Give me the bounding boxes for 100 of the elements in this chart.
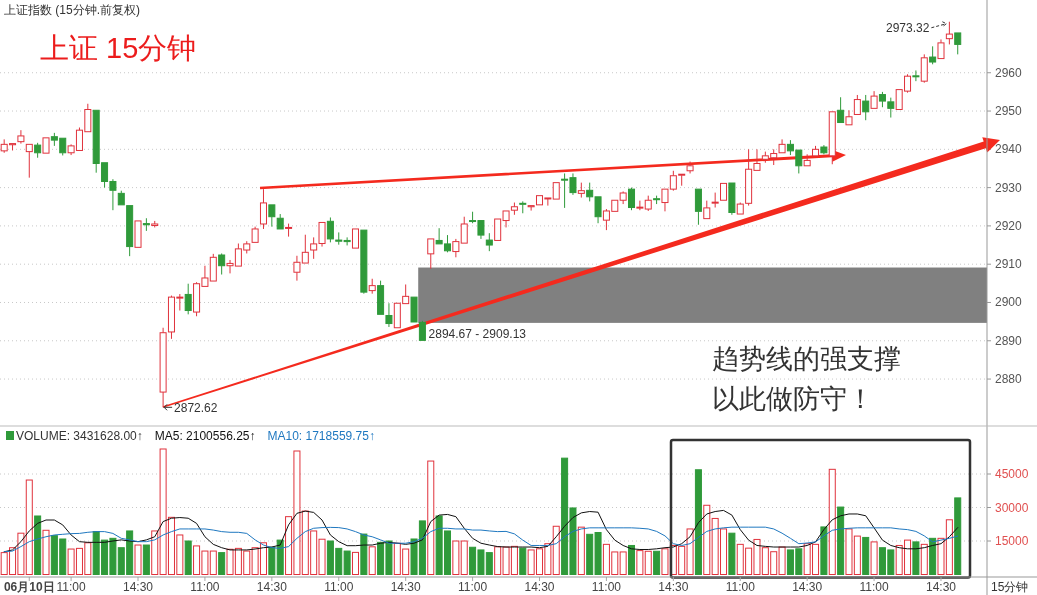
candlestick [720,182,728,201]
candlestick [42,137,50,154]
y-tick-label: 15000 [995,534,1029,548]
annotation: 趋势线的强支撑 [712,344,901,374]
x-tick-label: 14:30 [524,580,555,594]
y-tick-label: 2930 [995,180,1023,195]
bar [628,544,636,575]
candlestick [17,129,25,145]
candlestick [485,232,493,252]
candlestick [812,145,820,157]
candlestick [351,228,359,249]
legend-label: VOLUME: 3431628.00↑ [16,429,143,443]
x-tick-label: 14:30 [390,580,422,594]
bar [920,543,928,575]
bar [218,552,226,575]
x-tick-label: 11:00 [725,580,756,594]
candlestick [862,94,870,121]
candlestick [25,143,33,179]
candlestick [912,69,920,82]
bar [360,533,368,575]
y-tick-label: 2920 [995,218,1023,233]
text: 上证 15分钟 [40,32,197,64]
candlestick [937,38,945,60]
annotation: 2872.62 [174,401,218,416]
y-tick-label: 2910 [995,257,1023,272]
bar [837,506,845,575]
bar [42,529,50,575]
candlestick [711,192,719,209]
candlestick [728,182,736,216]
candlestick [134,220,142,248]
y-tick-label: 2950 [995,104,1023,119]
bar [728,532,736,575]
y-tick-label: 2890 [995,333,1023,348]
candlestick [251,226,259,243]
candlestick [368,278,376,295]
bar [653,550,661,575]
annotation: 以此做防守！ [712,384,874,414]
chart-title: 上证指数 (15分钟.前复权) [4,3,141,17]
x-tick-label: 11:00 [458,580,488,594]
bar [954,497,962,575]
bar [870,541,878,575]
bar [368,546,376,575]
text: MA5: 2100556.25↑ [154,429,256,443]
candlestick [686,161,694,174]
bar [862,536,870,575]
y-tick-label: 45000 [995,467,1029,481]
x-tick-label: 11:00 [591,580,622,594]
x-tick-label: 11:00 [190,580,220,594]
candlestick [703,200,711,220]
bar [820,526,828,575]
bar [351,551,359,575]
candlestick [870,90,878,109]
candlestick [385,302,393,328]
x-tick-label: 14:30 [658,580,689,594]
candlestick [126,205,134,257]
candlestick [527,205,535,212]
y-tick-label: 2900 [995,295,1023,310]
candlestick [653,195,661,205]
x-tick-label: 14:30 [256,580,288,594]
candlestick [218,252,226,276]
candlestick [845,109,853,126]
x-tick-label: 14:30 [123,580,154,594]
candlestick [853,94,861,115]
y-tick-label: 2880 [995,372,1023,387]
candlestick [34,142,42,159]
bar [519,547,527,575]
candlestick [577,182,585,199]
candlestick [694,188,702,226]
x-tick-label: 11:00 [324,580,354,594]
candlestick [427,238,435,270]
bar [427,460,435,575]
candlestick [276,213,284,230]
candlestick [519,200,527,214]
bar [828,468,836,575]
candlestick [778,138,786,154]
candlestick [954,32,962,55]
candlestick [828,111,836,165]
bar [577,526,585,575]
candlestick [803,153,811,167]
bar [134,544,142,575]
candlestick [142,217,150,232]
y-tick-label: 2940 [995,142,1023,157]
candlestick [837,96,845,124]
x-tick-label: 14:30 [792,580,823,594]
text: 15分钟 [991,580,1029,594]
bar [661,548,669,575]
text: MA10: 1718559.75↑ [267,429,375,443]
x-tick-label: 11:00 [56,580,86,594]
candlestick [259,188,267,230]
candlestick [920,53,928,84]
candlestick [268,204,276,228]
x-tick-label: 11:00 [859,580,889,594]
candlestick [360,229,368,295]
bar [694,469,702,575]
band-label: 2894.67 - 2909.13 [428,326,527,341]
annotation: 2973.32 [885,20,930,35]
y-tick-label: 2960 [995,65,1023,80]
bar [142,544,150,575]
bar [912,541,920,575]
bar [34,515,42,575]
